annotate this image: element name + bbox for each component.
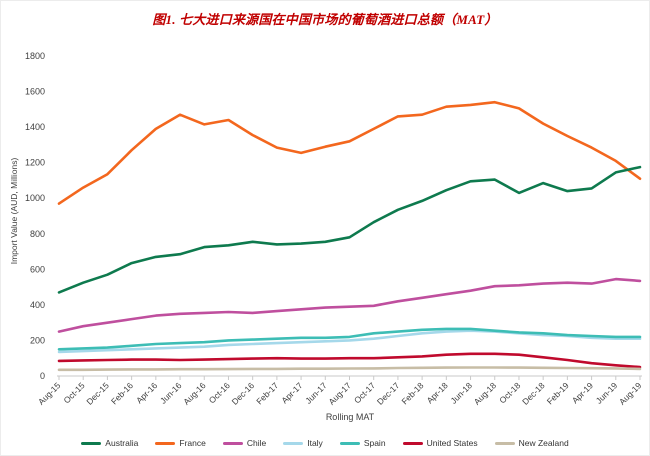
series-line-italy [57,329,642,354]
legend-swatch-icon [81,441,102,445]
x-tick-label: Feb-18 [399,380,425,406]
y-tick-label: 1200 [25,158,45,168]
legend-item-australia: Australia [81,438,138,448]
x-tick-label: Apr-16 [134,380,159,405]
y-tick-label: 600 [30,264,45,274]
x-tick-label: Feb-16 [109,380,135,406]
legend-label: Italy [307,438,323,448]
legend-label: Chile [246,438,267,448]
y-tick-label: 1000 [25,193,45,203]
legend-item-new-zealand: New Zealand [494,438,569,448]
x-tick-label: Apr-17 [279,380,304,405]
x-tick-label: Aug-15 [36,380,63,407]
legend-item-united-states: United States [402,438,478,448]
x-tick-label: Aug-17 [326,380,353,407]
legend-swatch-icon [339,441,360,445]
x-tick-label: Dec-16 [230,380,257,407]
legend-label: United States [426,438,478,448]
x-tick-label: Jun-16 [158,380,184,406]
y-tick-label: 400 [30,300,45,310]
x-tick-label: Apr-18 [425,380,450,405]
legend-item-italy: Italy [283,438,323,448]
x-tick-label: Feb-19 [545,380,571,406]
x-tick-label: Aug-19 [617,380,644,407]
chart-title: 图1. 七大进口来源国在中国市场的葡萄酒进口总额（MAT） [152,12,498,27]
series-line-united-states [57,352,642,369]
legend-item-france: France [155,438,206,448]
x-tick-label: Oct-16 [207,380,232,405]
legend-swatch-icon [283,441,304,445]
x-tick-label: Dec-17 [375,380,402,407]
legend-swatch-icon [494,441,515,445]
y-tick-label: 800 [30,229,45,239]
x-tick-label: Oct-18 [497,380,522,405]
series-line-spain [57,327,642,351]
x-tick-label: Jun-18 [449,380,475,406]
x-tick-label: Dec-15 [84,380,111,407]
legend-item-chile: Chile [222,438,267,448]
y-tick-label: 1800 [25,51,45,61]
series-line-new-zealand [57,366,642,372]
y-tick-label: 1400 [25,122,45,132]
y-tick-label: 1600 [25,87,45,97]
x-axis-title: Rolling MAT [325,412,375,422]
x-tick-label: Oct-15 [62,380,87,405]
legend-swatch-icon [222,441,243,445]
legend-swatch-icon [402,441,423,445]
legend-label: Spain [363,438,386,448]
legend-item-spain: Spain [339,438,386,448]
y-tick-label: 0 [40,371,45,381]
legend-label: New Zealand [518,438,569,448]
legend-label: Australia [105,438,139,448]
legend: Australia France Chile Italy Spain United Sta… [1,438,649,448]
x-tick-label: Jun-17 [303,380,329,406]
x-tick-label: Dec-18 [520,380,547,407]
y-tick-label: 200 [30,335,45,345]
x-tick-label: Aug-18 [472,380,499,407]
x-tick-label: Aug-16 [181,380,208,407]
series-line-chile [57,277,642,333]
x-tick-label: Jun-19 [594,380,620,406]
series-line-australia [57,165,642,294]
legend-label: France [179,438,206,448]
x-tick-label: Feb-17 [254,380,280,406]
x-tick-label: Oct-17 [352,380,377,405]
series-line-france [57,100,642,205]
x-tick-label: Apr-19 [570,380,595,405]
legend-swatch-icon [155,441,176,445]
